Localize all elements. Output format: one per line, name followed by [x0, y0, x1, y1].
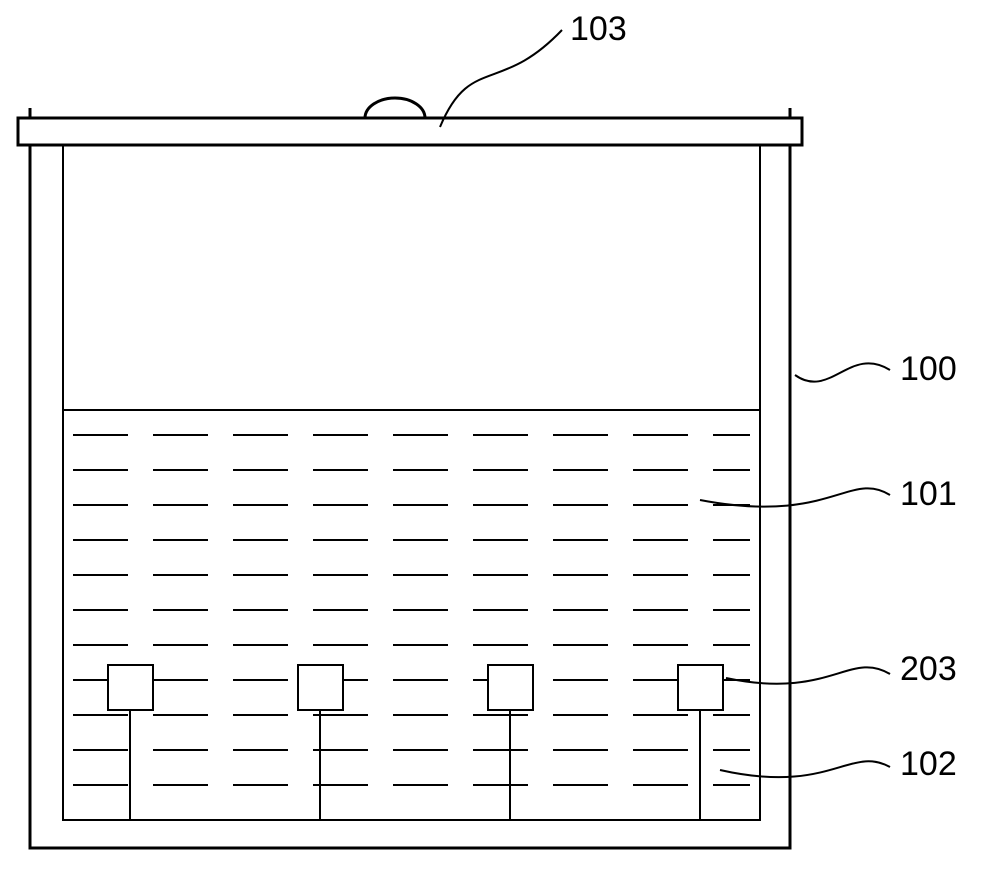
leader-line-103 — [440, 30, 562, 127]
element-box — [298, 665, 343, 710]
label-103: 103 — [570, 10, 627, 48]
label-203: 203 — [900, 650, 957, 688]
inner-container — [63, 145, 760, 820]
lid-handle — [365, 98, 425, 118]
leader-line-102 — [720, 761, 890, 777]
leader-line-100 — [795, 363, 890, 381]
leader-line-101 — [700, 488, 890, 506]
outer-container — [30, 108, 790, 848]
lid — [18, 118, 802, 145]
technical-diagram: 103 100 101 203 102 — [0, 0, 1000, 880]
element-box — [108, 665, 153, 710]
label-101: 101 — [900, 475, 957, 513]
element-box — [488, 665, 533, 710]
leader-line-203 — [726, 667, 890, 683]
label-100: 100 — [900, 350, 957, 388]
label-102: 102 — [900, 745, 957, 783]
element-box — [678, 665, 723, 710]
